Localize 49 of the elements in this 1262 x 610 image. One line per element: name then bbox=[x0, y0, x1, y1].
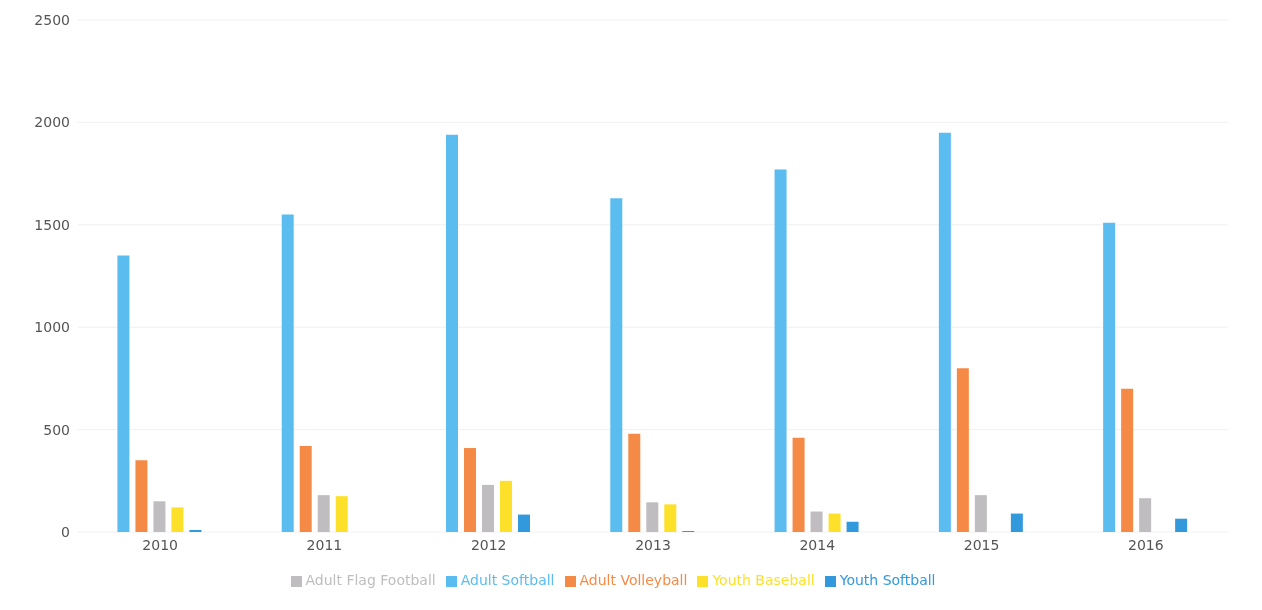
bar bbox=[1139, 498, 1152, 532]
bar bbox=[974, 495, 987, 532]
bar bbox=[171, 507, 184, 532]
bar bbox=[938, 132, 951, 532]
x-tick-label: 2013 bbox=[635, 536, 671, 553]
bar bbox=[135, 460, 148, 532]
y-tick-label: 500 bbox=[43, 421, 70, 438]
bar bbox=[464, 448, 476, 532]
bar bbox=[810, 511, 823, 532]
y-tick-label: 0 bbox=[61, 523, 70, 540]
x-tick-label: 2014 bbox=[799, 536, 836, 553]
x-tick-label: 2012 bbox=[470, 536, 507, 553]
bar bbox=[189, 529, 202, 532]
bar bbox=[1103, 222, 1116, 532]
x-tick-label: 2011 bbox=[306, 536, 343, 553]
bar bbox=[792, 437, 805, 532]
bar bbox=[482, 484, 494, 532]
bar bbox=[664, 504, 677, 532]
bar bbox=[828, 513, 841, 532]
bar bbox=[1175, 518, 1188, 532]
y-tick-label: 1500 bbox=[34, 216, 70, 233]
bar bbox=[335, 496, 348, 532]
legend-label: Youth Softball bbox=[839, 572, 936, 588]
bar bbox=[518, 514, 530, 532]
bar bbox=[646, 502, 659, 532]
bar bbox=[281, 214, 294, 532]
bar bbox=[610, 198, 623, 532]
legend-label: Adult Softball bbox=[460, 572, 555, 588]
x-tick-label: 2010 bbox=[142, 536, 178, 553]
y-tick-label: 2500 bbox=[34, 11, 70, 28]
bar bbox=[1121, 388, 1134, 532]
bar bbox=[317, 495, 330, 532]
y-tick-label: 2000 bbox=[34, 114, 70, 131]
bar bbox=[299, 445, 312, 532]
x-tick-label: 2016 bbox=[1128, 536, 1164, 553]
bar bbox=[774, 169, 787, 532]
y-tick-label: 1000 bbox=[34, 319, 70, 336]
legend-label: Adult Volleyball bbox=[579, 572, 688, 588]
bar bbox=[956, 368, 969, 532]
bar bbox=[846, 521, 859, 532]
legend-label: Adult Flag Football bbox=[305, 572, 436, 588]
bar bbox=[117, 255, 130, 532]
bar bbox=[628, 433, 641, 532]
bar bbox=[1010, 513, 1023, 532]
bar bbox=[500, 480, 512, 532]
legend-label: Youth Baseball bbox=[712, 572, 815, 588]
bar bbox=[153, 501, 166, 532]
x-tick-label: 2015 bbox=[963, 536, 1000, 553]
bar bbox=[446, 134, 458, 532]
